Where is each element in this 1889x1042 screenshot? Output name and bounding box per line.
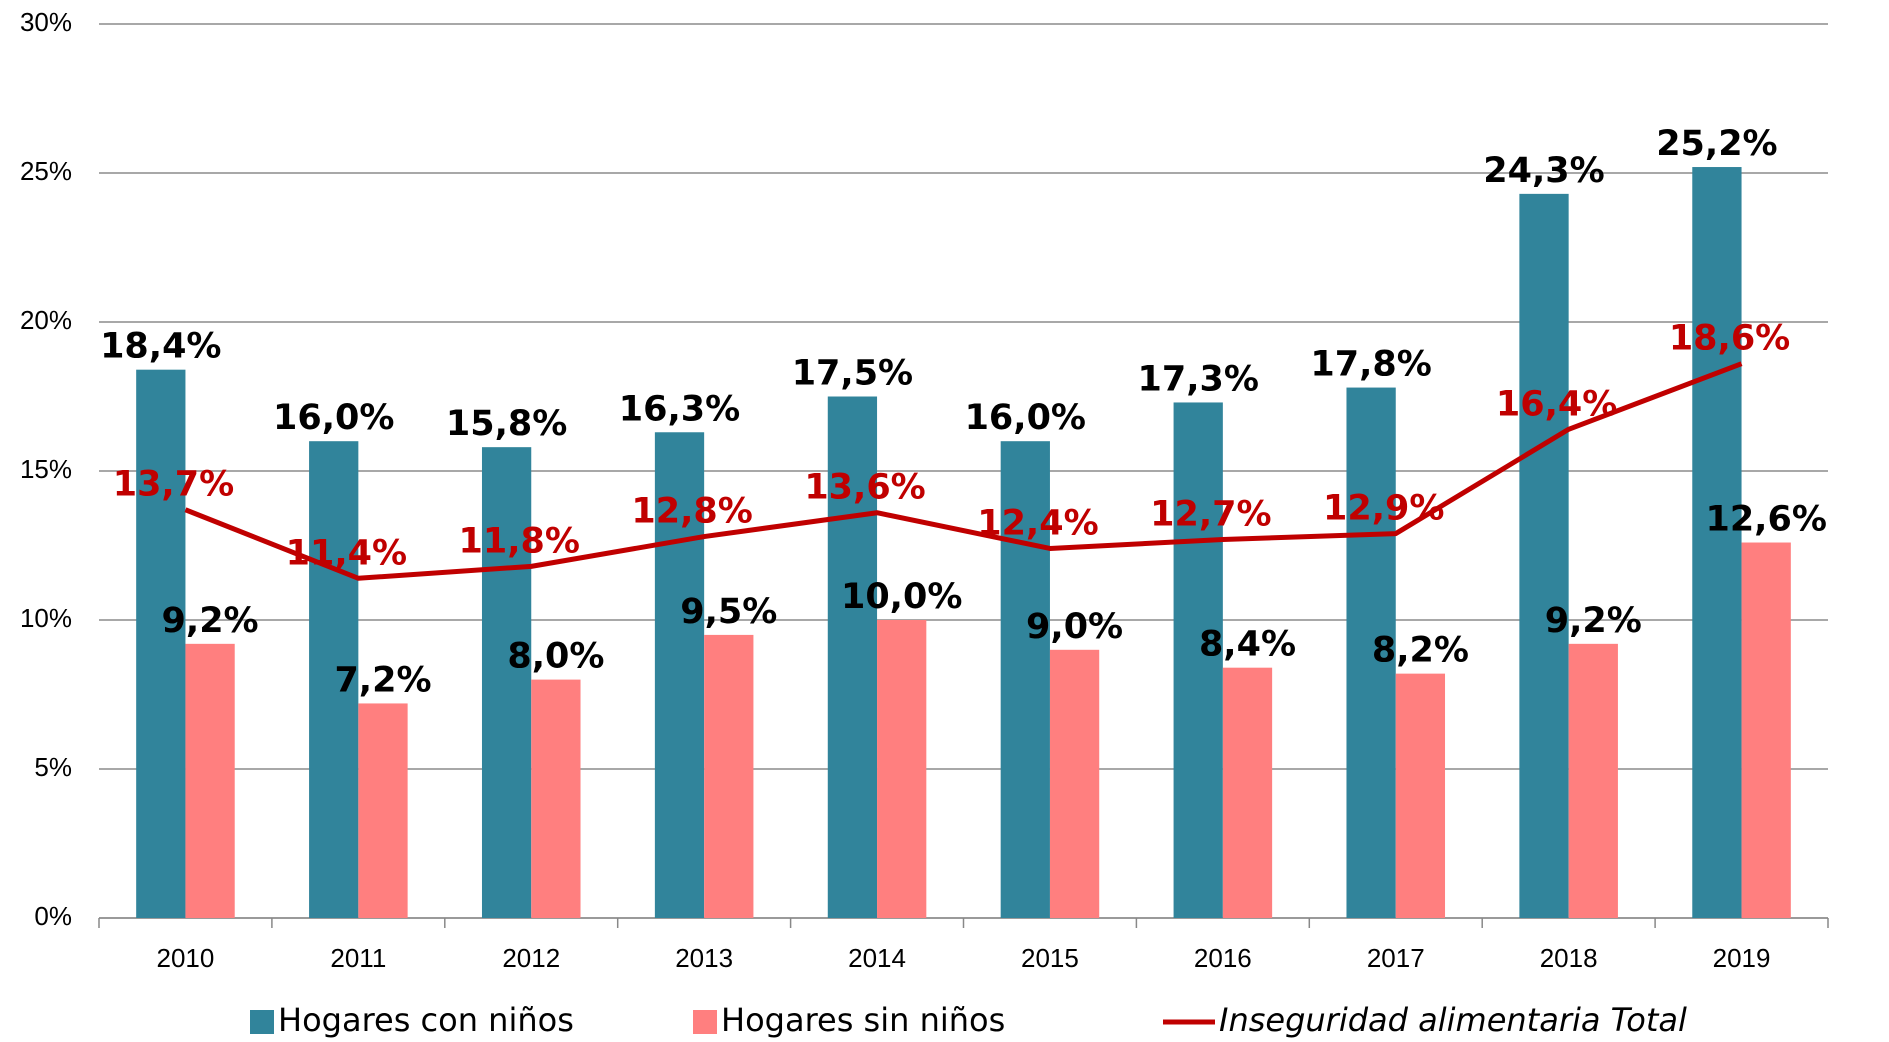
value-label: 17,5% [792,354,913,394]
bar [1741,542,1791,918]
value-label: 16,0% [965,398,1086,438]
value-label: 11,4% [286,533,407,573]
x-tick-label: 2017 [1367,943,1425,973]
value-label: 18,6% [1669,319,1790,359]
x-tick-label: 2018 [1540,943,1598,973]
bar [1519,193,1569,919]
legend-label: Hogares sin niños [721,1001,1005,1039]
legend-label: Inseguridad alimentaria Total [1219,1001,1687,1039]
value-label: 8,2% [1372,631,1469,671]
value-label: 13,6% [804,468,925,508]
y-tick-label: 30% [20,7,72,37]
y-tick-label: 0% [34,901,72,931]
bar [1222,667,1273,918]
line [184,361,1743,581]
x-tick-label: 2015 [1021,943,1079,973]
bar [1692,167,1742,919]
x-tick-label: 2019 [1713,943,1771,973]
value-label: 12,8% [631,492,752,532]
bar [1568,643,1618,918]
value-label: 12,6% [1705,500,1826,540]
value-label: 12,4% [977,503,1098,543]
value-label: 25,2% [1656,124,1777,164]
value-label: 9,5% [680,592,777,632]
value-label: 8,4% [1199,625,1296,665]
value-label: 9,2% [162,601,259,641]
legend-label: Hogares con niños [278,1001,574,1039]
bar [309,441,359,918]
bar [704,634,754,918]
value-label: 8,0% [507,637,604,677]
x-tick-label: 2010 [157,943,215,973]
y-tick-label: 10% [20,603,72,633]
value-label: 16,0% [273,398,394,438]
bar [1346,387,1396,918]
y-tick-label: 25% [20,156,72,186]
value-label: 24,3% [1483,151,1604,191]
bar [481,447,532,918]
legend-swatch [250,1010,274,1034]
value-label: 15,8% [446,404,567,444]
bar [1395,673,1446,918]
value-label: 16,3% [619,389,740,429]
value-label: 16,4% [1496,384,1617,424]
x-tick-label: 2013 [675,943,733,973]
value-label: 12,7% [1150,495,1271,535]
bar [1173,402,1223,919]
value-label: 10,0% [841,577,962,617]
x-tick-label: 2016 [1194,943,1252,973]
legend-swatch [693,1010,717,1034]
bar [136,369,186,918]
value-label: 9,0% [1026,607,1123,647]
value-label: 9,2% [1545,601,1642,641]
bar [654,432,705,918]
value-label: 7,2% [334,660,431,700]
x-tick-label: 2011 [330,943,386,973]
bar [1049,649,1100,918]
bar [877,620,927,918]
y-tick-label: 5% [34,752,72,782]
value-label: 17,8% [1310,345,1431,385]
value-label: 17,3% [1137,359,1258,399]
y-tick-label: 15% [20,454,72,484]
value-label: 13,7% [113,465,234,505]
value-label: 18,4% [100,327,221,367]
bar [185,643,235,918]
value-label: 12,9% [1323,489,1444,529]
y-tick-label: 20% [20,305,72,335]
value-label: 11,8% [459,521,580,561]
x-tick-label: 2012 [502,943,560,973]
bar [531,679,581,918]
bar [1000,441,1050,918]
bar [358,703,408,918]
bar [827,396,878,918]
x-tick-label: 2014 [848,943,906,973]
